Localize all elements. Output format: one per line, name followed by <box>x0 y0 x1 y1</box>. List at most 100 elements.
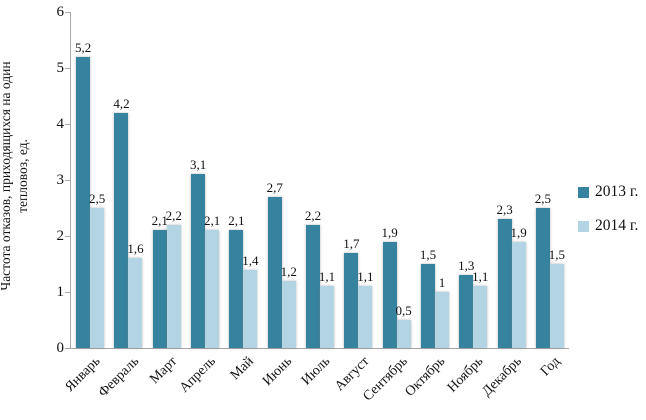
bar-wrap: 0,5 <box>396 303 412 348</box>
bar-2014 <box>396 320 411 348</box>
legend-label: 2013 г. <box>595 183 639 200</box>
y-tick-mark <box>65 236 70 237</box>
data-label: 1,1 <box>472 269 489 285</box>
bar-wrap: 1,3 <box>458 258 474 348</box>
bar-2013 <box>382 241 397 348</box>
legend-label: 2014 г. <box>595 217 639 234</box>
y-tick-label: 5 <box>56 60 65 76</box>
data-label: 3,1 <box>189 157 207 173</box>
bar-group: 2,3 1,9 <box>492 12 530 348</box>
data-label: 1,1 <box>318 269 336 285</box>
data-label: 2,2 <box>304 207 322 223</box>
legend-item-2013: 2013 г. <box>578 183 638 201</box>
bar-2014 <box>549 264 564 348</box>
data-label: 2,5 <box>89 191 106 206</box>
x-axis-label: Декабрь <box>479 354 526 400</box>
plot-area: 5,2 2,5 4,2 1,6 2,1 2,2 3,1 2,1 2,1 1,4 2,7 1,2 2,2 1… <box>70 12 569 349</box>
bar-2013 <box>306 224 321 348</box>
bar-2014 <box>90 208 105 348</box>
bar-wrap: 2,7 <box>267 180 283 348</box>
bar-2014 <box>320 286 335 348</box>
data-label: 4,2 <box>113 95 130 111</box>
bar-2014 <box>281 280 296 348</box>
x-axis-label: Год <box>538 354 564 380</box>
bar-group: 5,2 2,5 <box>71 12 109 348</box>
y-tick-label: 4 <box>56 116 65 132</box>
data-label: 0,5 <box>395 303 412 318</box>
data-label: 2,2 <box>165 207 182 223</box>
bar-2013 <box>76 56 91 348</box>
bar-2014 <box>358 286 373 348</box>
bar-group: 2,5 1,5 <box>531 12 569 348</box>
y-tick-mark <box>65 292 70 293</box>
bar-2013 <box>420 264 435 348</box>
x-axis-label: Май <box>227 354 257 384</box>
bar-2013 <box>535 208 550 348</box>
bar-wrap: 1,7 <box>343 236 359 348</box>
bar-wrap: 1,9 <box>382 225 398 348</box>
bar-wrap: 1 <box>434 275 449 348</box>
bar-2013 <box>114 112 129 348</box>
bar-wrap: 1,1 <box>319 269 335 348</box>
bar-group: 2,2 1,1 <box>301 12 339 348</box>
bar-group: 2,1 1,4 <box>224 12 262 348</box>
data-label: 1,3 <box>458 258 475 274</box>
y-axis-title-line2: тепловоз, ед. <box>15 139 30 213</box>
data-label: 1 <box>438 275 446 290</box>
y-tick-label: 0 <box>56 340 65 356</box>
bar-2014 <box>243 269 258 348</box>
x-axis-label: Октябрь <box>402 354 449 400</box>
bar-wrap: 2,5 <box>535 191 551 348</box>
bar-2013 <box>459 275 474 348</box>
data-label: 5,2 <box>75 39 92 55</box>
x-axis-label: Июнь <box>260 354 296 389</box>
bar-wrap: 2,1 <box>204 213 220 348</box>
legend: 2013 г. 2014 г. <box>578 183 638 235</box>
bar-wrap: 1,9 <box>510 225 527 348</box>
x-axis-label: Июль <box>299 354 334 389</box>
bar-wrap: 1,4 <box>242 253 259 348</box>
data-label: 1,5 <box>548 247 566 262</box>
bar-2013 <box>267 196 282 348</box>
data-label: 1,5 <box>419 247 437 262</box>
bar-wrap: 2,1 <box>152 213 168 348</box>
bar-group: 1,3 1,1 <box>454 12 492 348</box>
data-label: 1,6 <box>127 241 144 257</box>
legend-swatch-icon <box>578 186 589 198</box>
x-axis-label: Апрель <box>176 354 219 396</box>
bar-wrap: 1,1 <box>472 269 488 348</box>
bar-wrap: 2,3 <box>496 202 513 348</box>
data-label: 2,1 <box>203 213 221 229</box>
bar-wrap: 2,2 <box>305 208 321 348</box>
bar-2013 <box>191 174 206 348</box>
bar-wrap: 1,5 <box>420 247 436 348</box>
bar-wrap: 1,1 <box>357 269 373 348</box>
bar-2013 <box>344 252 359 348</box>
bar-wrap: 5,2 <box>75 40 91 348</box>
bar-wrap: 1,6 <box>127 241 144 348</box>
bar-2013 <box>229 230 244 348</box>
data-label: 1,4 <box>242 252 259 268</box>
bar-2014 <box>128 258 143 348</box>
data-label: 2,1 <box>228 213 245 229</box>
data-label: 2,5 <box>534 191 552 206</box>
y-axis-title: Частота отказов, приходящихся на один те… <box>0 0 33 356</box>
data-label: 1,7 <box>343 235 360 251</box>
bar-2014 <box>511 241 526 348</box>
y-tick-mark <box>65 180 70 181</box>
bar-wrap: 2,2 <box>166 208 182 348</box>
legend-swatch-icon <box>578 220 589 232</box>
bar-group: 1,5 1 <box>416 12 454 348</box>
data-label: 1,9 <box>381 224 398 240</box>
y-tick-mark <box>65 12 70 13</box>
bar-2013 <box>497 219 512 348</box>
bar-group: 1,7 1,1 <box>339 12 377 348</box>
bar-2014 <box>166 224 181 348</box>
data-label: 1,9 <box>510 224 527 240</box>
bar-group: 4,2 1,6 <box>109 12 147 348</box>
bar-2014 <box>205 230 220 348</box>
data-label: 2,3 <box>496 202 513 218</box>
data-label: 1,1 <box>357 269 374 285</box>
legend-item-2014: 2014 г. <box>578 217 638 235</box>
